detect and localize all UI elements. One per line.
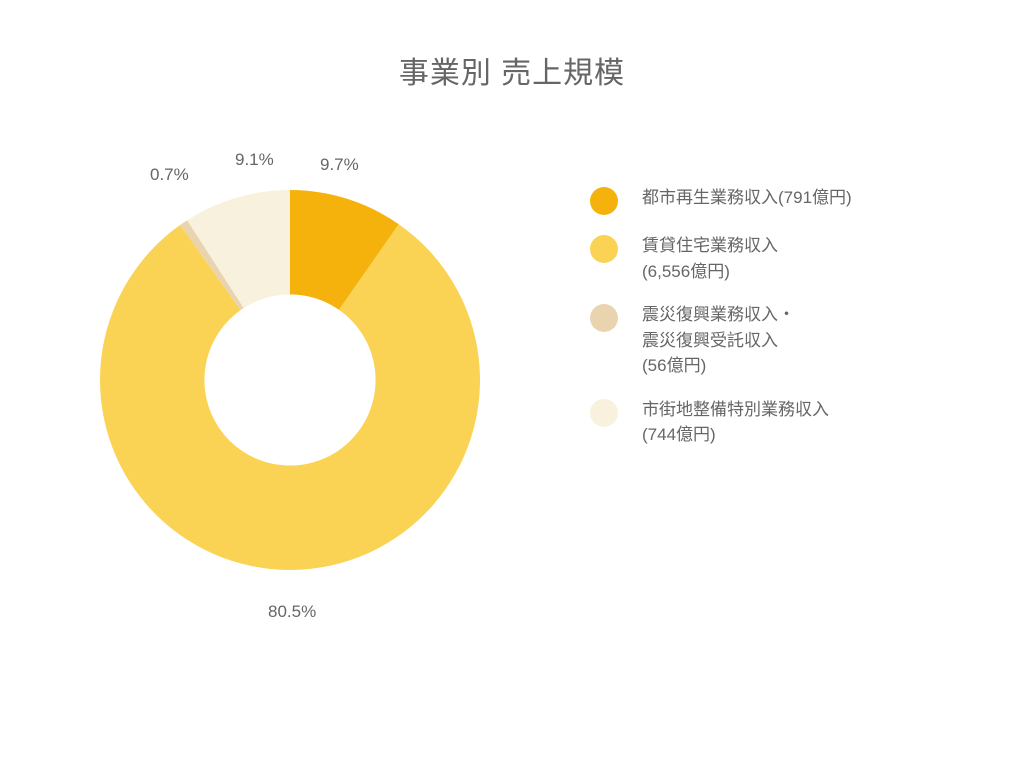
legend-item-3: 市街地整備特別業務収入(744億円) [590, 397, 990, 448]
chart-container: 事業別 売上規模 9.7% 80.5% 0.7% 9.1% 都市再生業務収入(791億… [0, 0, 1024, 768]
pct-label-2: 0.7% [150, 165, 189, 185]
legend-item-0: 都市再生業務収入(791億円) [590, 185, 990, 215]
donut-chart: 9.7% 80.5% 0.7% 9.1% [90, 150, 490, 620]
chart-title: 事業別 売上規模 [0, 48, 1024, 92]
legend-swatch-3 [590, 399, 618, 427]
donut-hole [205, 295, 376, 466]
legend-label-2: 震災復興業務収入・震災復興受託収入(56億円) [642, 302, 795, 379]
donut-svg [90, 180, 490, 580]
legend-item-1: 賃貸住宅業務収入(6,556億円) [590, 233, 990, 284]
pct-label-0: 9.7% [320, 155, 359, 175]
legend-item-2: 震災復興業務収入・震災復興受託収入(56億円) [590, 302, 990, 379]
pct-label-1: 80.5% [268, 602, 316, 622]
legend-label-3: 市街地整備特別業務収入(744億円) [642, 397, 829, 448]
legend-swatch-1 [590, 235, 618, 263]
legend-label-0: 都市再生業務収入(791億円) [642, 185, 852, 211]
legend-label-1: 賃貸住宅業務収入(6,556億円) [642, 233, 778, 284]
legend-swatch-2 [590, 304, 618, 332]
legend-swatch-0 [590, 187, 618, 215]
legend: 都市再生業務収入(791億円) 賃貸住宅業務収入(6,556億円) 震災復興業務収入… [590, 185, 990, 466]
pct-label-3: 9.1% [235, 150, 274, 170]
